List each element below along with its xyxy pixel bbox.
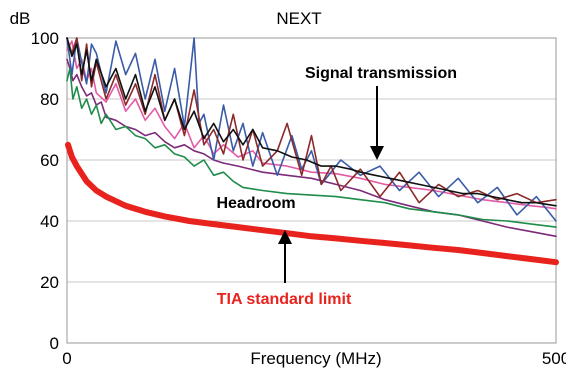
next-measurement-line xyxy=(66,37,557,222)
signal-arrow-head xyxy=(370,146,384,160)
y-tick-label: 0 xyxy=(50,334,59,353)
next-measurement-line xyxy=(66,67,557,228)
x-axis-label: Frequency (MHz) xyxy=(250,349,381,368)
y-tick-label: 40 xyxy=(40,212,59,231)
y-tick-label: 80 xyxy=(40,90,59,109)
y-tick-label: 60 xyxy=(40,151,59,170)
series-layer xyxy=(65,37,559,266)
y-tick-label: 20 xyxy=(40,273,59,292)
tia-standard-limit-label: TIA standard limit xyxy=(217,291,352,308)
headroom-arrow-head xyxy=(278,230,292,244)
y-tick-labels: 0 20 40 60 80 100 xyxy=(31,29,59,353)
next-measurement-line xyxy=(66,40,557,210)
next-measurement-line xyxy=(66,58,557,238)
headroom-label: Headroom xyxy=(216,195,295,212)
next-measurement-line xyxy=(66,37,557,207)
y-axis-label: dB xyxy=(10,9,31,28)
x-tick-label: 0 xyxy=(62,349,71,368)
x-tick-label: 500 xyxy=(542,349,566,368)
tia-limit-line xyxy=(65,141,559,266)
plot-area xyxy=(66,37,557,344)
y-tick-label: 100 xyxy=(31,29,59,48)
chart-title: NEXT xyxy=(276,9,321,28)
annotation-layer: Signal transmission Headroom TIA standard … xyxy=(216,65,457,308)
x-tick-labels: 0 500 xyxy=(62,349,566,368)
signal-transmission-label: Signal transmission xyxy=(305,65,457,82)
